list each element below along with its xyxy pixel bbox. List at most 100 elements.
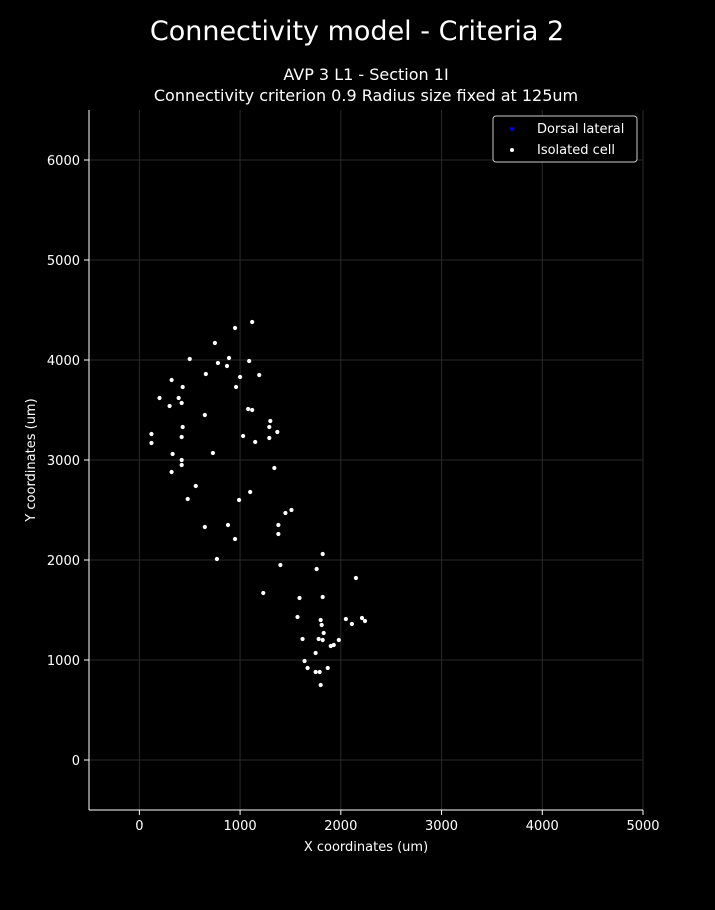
legend: Dorsal lateral Isolated cell bbox=[492, 115, 638, 163]
x-axis-label: X coordinates (um) bbox=[304, 840, 428, 855]
legend-label-isolated-cell: Isolated cell bbox=[537, 143, 615, 158]
x-tick-label: 0 bbox=[135, 819, 143, 834]
data-point bbox=[362, 618, 368, 624]
data-point bbox=[233, 384, 239, 390]
grid-lines bbox=[89, 110, 644, 810]
data-point bbox=[320, 637, 325, 643]
data-point bbox=[170, 451, 175, 457]
data-point bbox=[321, 630, 326, 636]
data-point bbox=[283, 510, 288, 516]
data-point bbox=[305, 665, 310, 671]
data-point bbox=[247, 358, 252, 364]
y-tick-label: 0 bbox=[72, 754, 80, 769]
legend-marker-isolated-cell bbox=[510, 148, 514, 152]
data-point bbox=[267, 435, 272, 441]
data-point bbox=[226, 355, 232, 361]
data-point bbox=[193, 483, 198, 489]
data-point bbox=[278, 562, 283, 568]
data-point bbox=[349, 621, 354, 627]
data-point bbox=[169, 469, 174, 475]
data-point bbox=[176, 395, 181, 401]
data-points bbox=[149, 319, 368, 688]
data-point bbox=[248, 489, 253, 495]
legend-marker-dorsal-lateral bbox=[510, 127, 514, 131]
y-tick-label: 6000 bbox=[47, 154, 80, 169]
data-point bbox=[215, 360, 221, 366]
data-point bbox=[268, 418, 273, 424]
data-point bbox=[232, 536, 238, 542]
data-point bbox=[203, 371, 208, 377]
chart-title-line2: Connectivity criterion 0.9 Radius size f… bbox=[154, 86, 578, 105]
y-tick-label: 1000 bbox=[47, 654, 80, 669]
data-point bbox=[179, 434, 184, 440]
data-point bbox=[302, 658, 307, 664]
data-point bbox=[261, 590, 266, 596]
data-point bbox=[212, 340, 218, 346]
data-point bbox=[187, 356, 192, 362]
data-point bbox=[149, 431, 154, 437]
data-point bbox=[253, 439, 258, 445]
data-point bbox=[336, 637, 341, 643]
data-point bbox=[202, 524, 207, 530]
legend-box bbox=[492, 115, 638, 163]
data-point bbox=[313, 650, 318, 656]
figure-suptitle: Connectivity model - Criteria 2 bbox=[150, 16, 564, 47]
data-point bbox=[224, 363, 230, 369]
data-point bbox=[250, 319, 255, 325]
data-point bbox=[313, 669, 318, 675]
data-point bbox=[232, 325, 238, 331]
data-point bbox=[179, 462, 184, 468]
data-point bbox=[169, 377, 174, 383]
x-tick-label: 1000 bbox=[224, 819, 257, 834]
data-point bbox=[320, 594, 325, 600]
data-point bbox=[276, 522, 281, 528]
x-tick-label: 2000 bbox=[324, 819, 357, 834]
data-point bbox=[318, 617, 323, 623]
data-point bbox=[180, 424, 185, 430]
y-tick-label: 4000 bbox=[47, 354, 80, 369]
data-point bbox=[289, 507, 294, 513]
data-point bbox=[343, 616, 348, 622]
data-point bbox=[295, 614, 300, 620]
data-point bbox=[318, 682, 323, 688]
data-point bbox=[157, 395, 162, 401]
data-point bbox=[236, 497, 242, 503]
x-tick-label: 4000 bbox=[526, 819, 559, 834]
data-point bbox=[300, 636, 305, 642]
data-point bbox=[179, 400, 184, 406]
data-point bbox=[272, 465, 277, 471]
x-tick-label: 3000 bbox=[425, 819, 458, 834]
data-point bbox=[316, 636, 321, 642]
data-point bbox=[210, 450, 215, 456]
y-axis-label: Y coordinates (um) bbox=[24, 398, 39, 522]
data-point bbox=[149, 440, 154, 446]
data-point bbox=[328, 643, 333, 649]
data-point bbox=[250, 407, 255, 413]
y-tick-label: 5000 bbox=[47, 254, 80, 269]
data-point bbox=[167, 403, 172, 409]
y-tick-label: 3000 bbox=[47, 454, 80, 469]
legend-label-dorsal-lateral: Dorsal lateral bbox=[537, 122, 624, 137]
data-point bbox=[214, 556, 220, 562]
data-point bbox=[202, 412, 207, 418]
data-point bbox=[276, 531, 281, 537]
data-point bbox=[241, 433, 246, 439]
data-point bbox=[179, 457, 184, 463]
data-point bbox=[225, 522, 231, 528]
data-point bbox=[319, 622, 324, 628]
data-point bbox=[325, 665, 330, 671]
data-point bbox=[353, 575, 359, 581]
x-tick-label: 5000 bbox=[626, 819, 659, 834]
data-point bbox=[185, 496, 190, 502]
data-point bbox=[320, 551, 325, 557]
data-point bbox=[246, 406, 251, 412]
data-point bbox=[180, 384, 185, 390]
data-point bbox=[317, 669, 322, 675]
axis-ticks: 0 1000 2000 3000 4000 5000 0 1000 2000 3000 4000 50… bbox=[47, 154, 660, 834]
data-point bbox=[314, 566, 319, 572]
data-point bbox=[359, 615, 365, 621]
data-point bbox=[237, 374, 243, 380]
data-point bbox=[267, 424, 272, 430]
data-point bbox=[297, 595, 302, 601]
